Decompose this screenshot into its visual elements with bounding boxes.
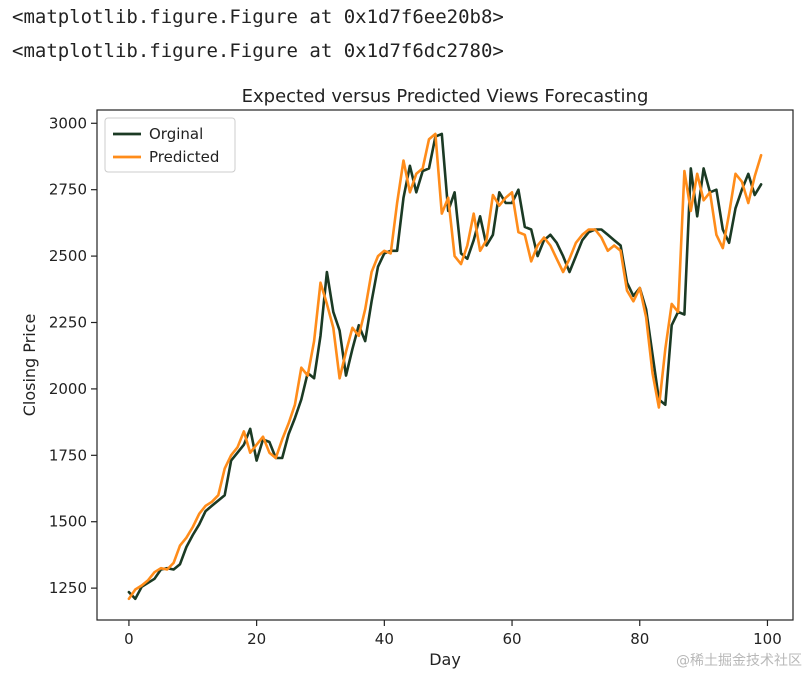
cell-output-line-2: <matplotlib.figure.Figure at 0x1d7f6dc27…	[12, 40, 504, 62]
y-tick-label: 2750	[49, 181, 87, 199]
cell-output-line-1: <matplotlib.figure.Figure at 0x1d7f6ee20…	[12, 6, 504, 28]
y-tick-label: 2250	[49, 314, 87, 332]
y-tick-label: 1500	[49, 513, 87, 531]
series-line-predicted	[127, 132, 763, 601]
x-tick-label: 80	[630, 630, 649, 648]
legend-label-orginal: Orginal	[149, 125, 203, 143]
x-tick-label: 40	[375, 630, 394, 648]
x-axis-label: Day	[429, 650, 461, 669]
y-axis-label: Closing Price	[20, 314, 39, 417]
x-tick-label: 0	[124, 630, 134, 648]
x-tick-label: 100	[753, 630, 782, 648]
series-line-orginal	[127, 132, 763, 601]
y-tick-label: 2000	[49, 380, 87, 398]
legend-label-predicted: Predicted	[149, 148, 219, 166]
x-tick-label: 20	[247, 630, 266, 648]
plot-frame	[96, 109, 794, 621]
y-tick-label: 3000	[49, 114, 87, 132]
y-tick-label: 1750	[49, 446, 87, 464]
watermark: @稀土掘金技术社区	[676, 653, 802, 669]
legend-box	[104, 117, 236, 173]
chart-title: Expected versus Predicted Views Forecast…	[242, 86, 649, 107]
y-tick-label: 1250	[49, 579, 87, 597]
x-tick-label: 60	[502, 630, 521, 648]
y-tick-label: 2500	[49, 247, 87, 265]
plot-area: 0 20 40 60 80 100 1250 1500 1750 2000 2250 2500 2750…	[49, 109, 794, 648]
